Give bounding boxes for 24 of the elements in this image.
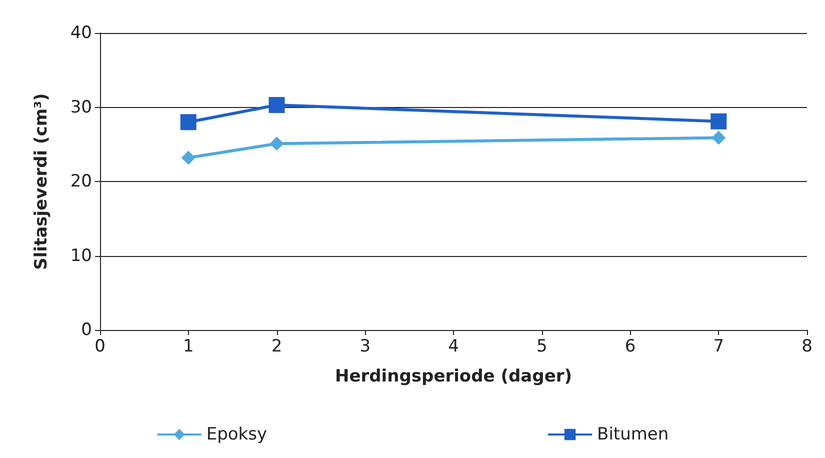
x-tick-label: 2 — [271, 336, 282, 356]
y-tick-label: 40 — [70, 23, 92, 43]
point — [712, 130, 726, 145]
y-axis-title: Slitasjeverdi (cm³) — [32, 93, 52, 270]
x-tick-label: 5 — [536, 336, 548, 356]
y-tick-label: 30 — [70, 97, 92, 118]
legend-label: Epoksy — [206, 424, 268, 444]
x-tick-label: 8 — [802, 336, 812, 356]
point — [270, 136, 284, 151]
x-tick-label: 6 — [624, 336, 636, 356]
x-tick-label: 0 — [94, 336, 106, 356]
point — [710, 113, 727, 130]
point — [268, 97, 285, 114]
y-tick-label: 20 — [70, 172, 92, 192]
x-tick-label: 3 — [360, 336, 371, 356]
y-tick-label: 0 — [81, 320, 92, 340]
x-axis-title: Herdingsperiode (dager) — [335, 366, 572, 386]
y-tick-label: 10 — [70, 246, 92, 266]
point — [180, 114, 196, 130]
x-tick-label: 1 — [182, 336, 194, 356]
point — [181, 150, 196, 165]
x-tick-label: 7 — [713, 336, 724, 356]
x-tick-label: 4 — [448, 336, 459, 356]
legend-label: Bitumen — [597, 424, 669, 444]
